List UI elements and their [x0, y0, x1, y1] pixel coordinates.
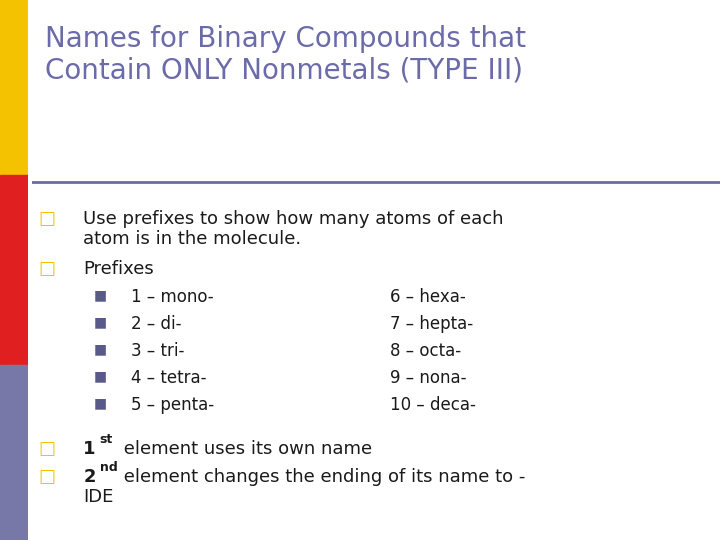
Text: 5 – penta-: 5 – penta-	[132, 396, 215, 414]
Bar	[0, 175, 28, 365]
Text: Prefixes: Prefixes	[84, 260, 154, 278]
Text: 9 – nona-: 9 – nona-	[390, 369, 466, 387]
Text: 7 – hepta-: 7 – hepta-	[390, 315, 473, 333]
Bar	[0, 365, 28, 540]
Text: 4 – tetra-: 4 – tetra-	[132, 369, 207, 387]
Text: 2: 2	[84, 468, 96, 486]
Text: Use prefixes to show how many atoms of each: Use prefixes to show how many atoms of e…	[84, 210, 504, 228]
Text: Contain ONLY Nonmetals (TYPE III): Contain ONLY Nonmetals (TYPE III)	[45, 57, 523, 85]
Text: 1: 1	[84, 440, 96, 458]
Text: ■: ■	[94, 396, 107, 410]
Text: Names for Binary Compounds that: Names for Binary Compounds that	[45, 25, 526, 53]
Text: 3 – tri-: 3 – tri-	[132, 342, 185, 360]
Text: element changes the ending of its name to -: element changes the ending of its name t…	[118, 468, 525, 486]
Text: □: □	[39, 468, 55, 486]
Text: 8 – octa-: 8 – octa-	[390, 342, 461, 360]
Text: ■: ■	[94, 288, 107, 302]
Text: ■: ■	[94, 369, 107, 383]
Text: □: □	[39, 210, 55, 228]
Text: st: st	[100, 433, 113, 446]
Text: atom is in the molecule.: atom is in the molecule.	[84, 230, 302, 248]
Text: element uses its own name: element uses its own name	[118, 440, 372, 458]
Text: IDE: IDE	[84, 488, 114, 506]
Text: 2 – di-: 2 – di-	[132, 315, 182, 333]
Text: □: □	[39, 260, 55, 278]
Text: ■: ■	[94, 315, 107, 329]
Text: 10 – deca-: 10 – deca-	[390, 396, 475, 414]
Text: 6 – hexa-: 6 – hexa-	[390, 288, 465, 306]
Text: nd: nd	[100, 461, 117, 474]
Text: 1 – mono-: 1 – mono-	[132, 288, 214, 306]
Text: □: □	[39, 440, 55, 458]
Text: ■: ■	[94, 342, 107, 356]
Bar	[0, 0, 28, 175]
